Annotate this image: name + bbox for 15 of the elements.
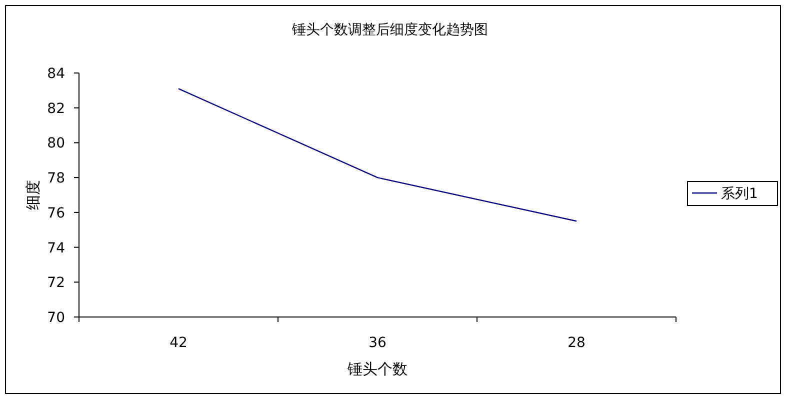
y-tick-label: 70 <box>47 310 65 326</box>
chart-title: 锤头个数调整后细度变化趋势图 <box>291 22 488 38</box>
x-axis-title: 锤头个数 <box>346 360 408 378</box>
x-tick-label: 42 <box>170 335 188 351</box>
x-tick-label: 28 <box>568 335 586 351</box>
x-tick-label: 36 <box>368 335 386 351</box>
y-tick-label: 76 <box>47 205 66 222</box>
y-tick-label: 82 <box>47 100 65 117</box>
y-tick-label: 80 <box>47 136 65 152</box>
y-tick-label: 78 <box>47 170 65 187</box>
y-tick-label: 74 <box>47 240 66 256</box>
y-tick-label: 72 <box>47 275 65 292</box>
y-tick-label: 84 <box>47 66 66 82</box>
y-axis-title: 细度 <box>24 180 42 210</box>
legend-label: 系列1 <box>721 186 758 202</box>
